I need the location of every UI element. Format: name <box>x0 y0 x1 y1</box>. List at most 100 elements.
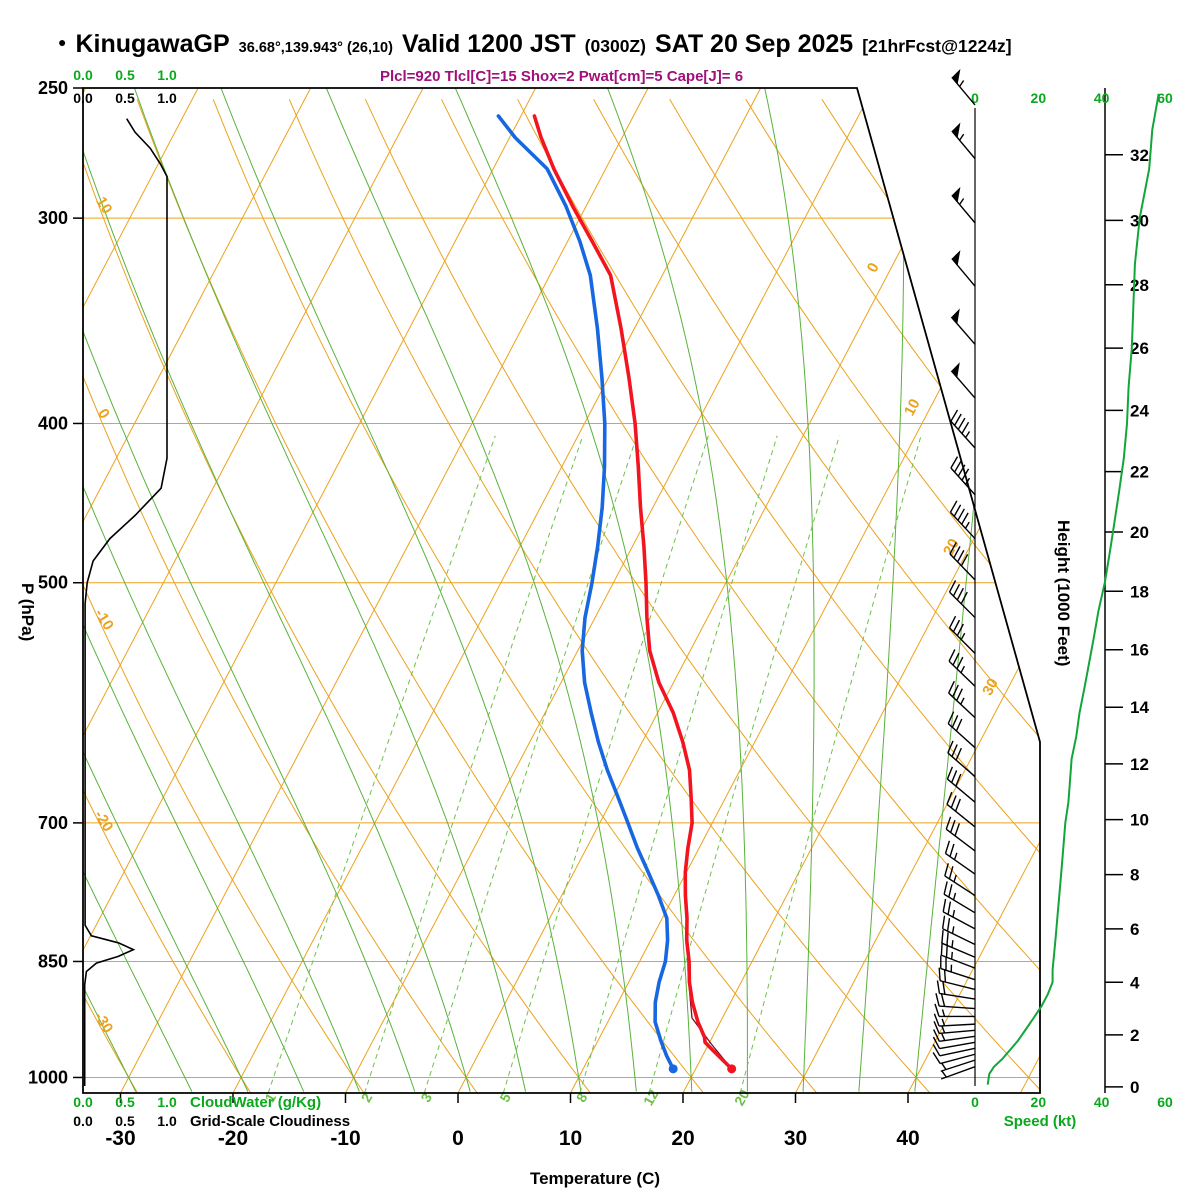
cloudwater-scale-top: 0.0 <box>73 67 93 83</box>
wind-barb <box>932 1044 976 1057</box>
isotherm-line <box>83 88 312 1093</box>
wind-barb <box>948 680 976 719</box>
wind-barb <box>947 711 976 749</box>
wind-barb <box>940 955 976 981</box>
cloudwater-axis-title: CloudWater (g/Kg) <box>190 1094 321 1111</box>
temp-tick-label: 30 <box>784 1127 807 1150</box>
height-tick-label: 4 <box>1130 973 1140 992</box>
height-tick-label: 24 <box>1130 401 1149 420</box>
valid-time-utc: (0300Z) <box>584 36 646 56</box>
moist-adiabat-line <box>83 88 193 1092</box>
moist-adiabat-line <box>858 88 905 1092</box>
dry-adiabat-label: -10 <box>91 606 117 633</box>
speed-scale-bottom: 20 <box>1031 1094 1047 1110</box>
isotherm-line <box>232 88 762 1093</box>
cloudiness-scale-bottom: 1.0 <box>157 1113 177 1129</box>
wind-barb <box>932 1036 976 1050</box>
wind-barb <box>949 542 976 581</box>
wind-barb <box>946 791 976 828</box>
cloudiness-scale-bottom: 0.0 <box>73 1113 93 1129</box>
isotherm-label: 0 <box>864 260 883 275</box>
height-axis-title: Height (1000 Feet) <box>1054 520 1073 666</box>
dry-adiabat-line <box>593 99 1040 1093</box>
pressure-axis: 250 300 400 500 700 850 1000 P (hPa) <box>18 78 83 1087</box>
wind-barb <box>940 1059 976 1072</box>
cloudwater-scale-top: 0.5 <box>115 67 135 83</box>
height-tick-label: 8 <box>1130 866 1139 885</box>
cloud-scales: 0.0 0.0 0.0 0.0 0.5 0.5 0.5 0.5 1.0 1.0 1.0 1.0 Clou… <box>73 67 350 1130</box>
height-tick-label: 32 <box>1130 146 1149 165</box>
temp-tick-label: 40 <box>896 1127 919 1150</box>
wind-barb <box>950 308 976 345</box>
moist-adiabat-line <box>607 88 748 1092</box>
temp-tick-label: -20 <box>218 1127 248 1150</box>
mixing-ratio-line <box>739 435 922 1093</box>
speed-scale-top: 40 <box>1094 90 1110 106</box>
height-tick-label: 20 <box>1130 523 1149 542</box>
height-tick-label: 28 <box>1130 276 1149 295</box>
isotherm-line <box>907 88 1040 1093</box>
mixing-ratio-line <box>267 435 496 1093</box>
wind-barb <box>951 122 976 160</box>
pressure-tick-label: 500 <box>38 573 68 593</box>
temp-tick-label: 0 <box>452 1127 464 1150</box>
temp-tick-label: 10 <box>559 1127 582 1150</box>
wind-barb <box>947 740 976 778</box>
dry-adiabat-line <box>83 99 252 1093</box>
wind-barb <box>940 1066 976 1080</box>
speed-scale-bottom: 0 <box>971 1094 979 1110</box>
dry-adiabat-line <box>973 99 1040 1093</box>
wind-barb <box>950 456 976 496</box>
wind-barb <box>934 1003 975 1018</box>
isotherm-label: 30 <box>979 676 1002 699</box>
cloudiness-curve <box>83 118 168 1086</box>
wind-barb <box>941 915 976 946</box>
dewpoint-curve <box>496 114 675 1071</box>
pressure-tick-label: 850 <box>38 951 68 971</box>
speed-curve <box>986 93 1160 1085</box>
pressure-tick-label: 400 <box>38 413 68 433</box>
height-tick-label: 2 <box>1130 1026 1139 1045</box>
dry-adiabat-line <box>517 99 1040 1093</box>
cloudiness-scale-bottom: 0.5 <box>115 1113 135 1129</box>
moist-adiabat-line <box>83 88 360 1092</box>
mixing-ratio-label: 12 <box>640 1087 662 1109</box>
height-tick-label: 22 <box>1130 463 1149 482</box>
isotherm-label: 10 <box>901 396 924 419</box>
dry-adiabat-label: -20 <box>91 807 117 834</box>
wind-barb <box>936 980 976 1000</box>
pressure-tick-label: 300 <box>38 208 68 228</box>
wind-barbs <box>932 68 976 1086</box>
isotherm-line <box>1020 88 1040 1093</box>
title-bar: ● KinugawaGP 36.68°,139.943° (26,10) Val… <box>58 30 1012 59</box>
dry-adiabat-line <box>83 99 365 1093</box>
moist-adiabat-line <box>220 88 582 1092</box>
wind-barb <box>940 942 976 969</box>
speed-scale-bottom: 60 <box>1157 1094 1173 1110</box>
wind-barb <box>944 840 976 875</box>
plot-border <box>82 87 1041 1094</box>
dry-adiabat-line <box>83 99 591 1093</box>
wind-barb <box>942 898 976 930</box>
mixing-ratio-line <box>648 435 840 1093</box>
cloudiness-scale-top: 1.0 <box>157 90 177 106</box>
isotherm-line <box>457 88 987 1093</box>
wind-barb <box>946 766 976 803</box>
wind-barb <box>938 967 976 991</box>
wind-barb <box>949 500 976 540</box>
wind-barb <box>932 1052 976 1065</box>
height-tick-label: 16 <box>1130 641 1149 660</box>
speed-scale-bottom: 40 <box>1094 1094 1110 1110</box>
dry-adiabat-label: -30 <box>90 1009 116 1036</box>
height-tick-label: 0 <box>1130 1078 1139 1097</box>
wind-barb <box>945 816 976 852</box>
wind-barb <box>933 1029 976 1043</box>
speed-scale-top: 60 <box>1157 90 1173 106</box>
wind-barb <box>935 993 976 1010</box>
dry-adiabat-line <box>288 99 931 1093</box>
cloudwater-scale-top: 1.0 <box>157 67 177 83</box>
height-tick-label: 18 <box>1130 582 1149 601</box>
cloudiness-scale-top: 0.0 <box>73 90 93 106</box>
temp-tick-label: 20 <box>671 1127 694 1150</box>
